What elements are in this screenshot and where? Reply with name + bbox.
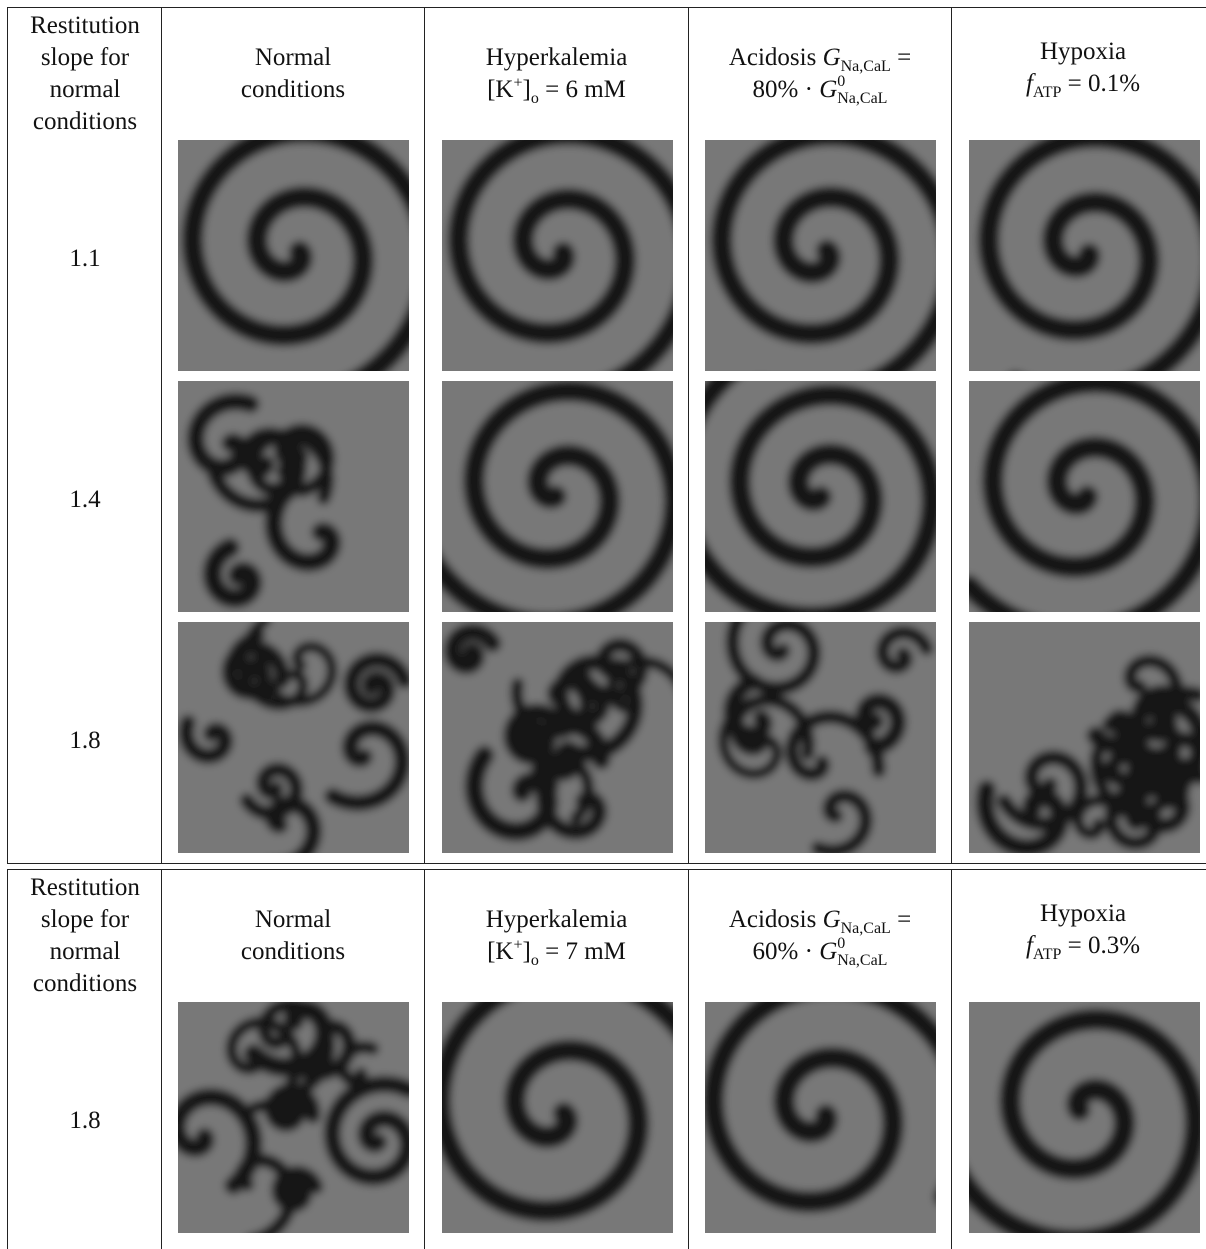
slope-value: 1.1 <box>69 245 101 272</box>
column-header-hyperkalemia: Hyperkalemia [K+]o = 7 mM <box>425 904 688 1029</box>
header-line: Hyperkalemia <box>485 906 628 933</box>
spiral-wave-image <box>178 140 409 371</box>
header-line: Hyperkalemia <box>485 44 628 71</box>
slope-value: 1.8 <box>69 727 101 754</box>
slope-value: 1.4 <box>69 486 101 513</box>
column-header-normal: Normal conditions <box>162 904 424 1029</box>
header-formula: [K+]o = 7 mM <box>487 936 626 969</box>
header-line: slope for <box>40 906 130 933</box>
simulation-table-1: Restitution slope for normal conditions … <box>7 7 1206 864</box>
header-formula: 60% · G0Na,CaL <box>752 934 888 969</box>
spiral-wave-image <box>969 1002 1200 1233</box>
simulation-table-2: Restitution slope for normal conditions … <box>7 869 1206 1249</box>
spiral-wave-image <box>705 140 936 371</box>
header-formula: 80% · G0Na,CaL <box>752 72 888 107</box>
column-header-normal: Normal conditions <box>162 42 424 167</box>
wave-breakup-image <box>178 381 409 612</box>
header-line: Hypoxia <box>1039 38 1127 65</box>
wave-breakup-image <box>178 1002 409 1233</box>
header-line: Normal <box>254 906 332 933</box>
header-line: Normal <box>254 44 332 71</box>
wave-breakup-image <box>442 622 673 853</box>
restitution-slope-header: Restitution slope for normal conditions <box>8 10 162 138</box>
header-formula: [K+]o = 6 mM <box>487 74 626 107</box>
spiral-wave-image <box>705 381 936 612</box>
column-header-hyperkalemia: Hyperkalemia [K+]o = 6 mM <box>425 42 688 167</box>
spiral-wave-image <box>705 1002 936 1233</box>
spiral-wave-image <box>969 381 1200 612</box>
header-formula: fATP = 0.1% <box>1025 70 1141 101</box>
column-header-hypoxia: Hypoxia fATP = 0.1% <box>952 36 1206 161</box>
wave-breakup-image <box>705 622 936 853</box>
header-formula: Acidosis GNa,CaL = <box>728 906 912 937</box>
header-formula: fATP = 0.3% <box>1025 932 1141 963</box>
header-line: slope for <box>40 44 130 71</box>
spiral-wave-image <box>442 1002 673 1233</box>
restitution-slope-header: Restitution slope for normal conditions <box>8 872 162 1000</box>
wave-breakup-image <box>969 622 1200 853</box>
header-formula: Acidosis GNa,CaL = <box>728 44 912 75</box>
header-line: conditions <box>240 938 346 965</box>
spiral-wave-image <box>442 381 673 612</box>
header-line: normal <box>49 938 121 965</box>
header-line: conditions <box>32 970 138 997</box>
spiral-wave-image <box>969 140 1200 371</box>
wave-breakup-image <box>178 622 409 853</box>
column-header-acidosis: Acidosis GNa,CaL = 60% · G0Na,CaL <box>689 904 951 1029</box>
header-line: conditions <box>240 76 346 103</box>
header-line: Hypoxia <box>1039 900 1127 927</box>
spiral-wave-image <box>442 140 673 371</box>
header-line: normal <box>49 76 121 103</box>
column-header-hypoxia: Hypoxia fATP = 0.3% <box>952 898 1206 1023</box>
header-line: Restitution <box>30 12 140 39</box>
header-line: Restitution <box>30 874 140 901</box>
slope-value: 1.8 <box>69 1107 101 1134</box>
column-header-acidosis: Acidosis GNa,CaL = 80% · G0Na,CaL <box>689 42 951 167</box>
header-line: conditions <box>32 108 138 135</box>
